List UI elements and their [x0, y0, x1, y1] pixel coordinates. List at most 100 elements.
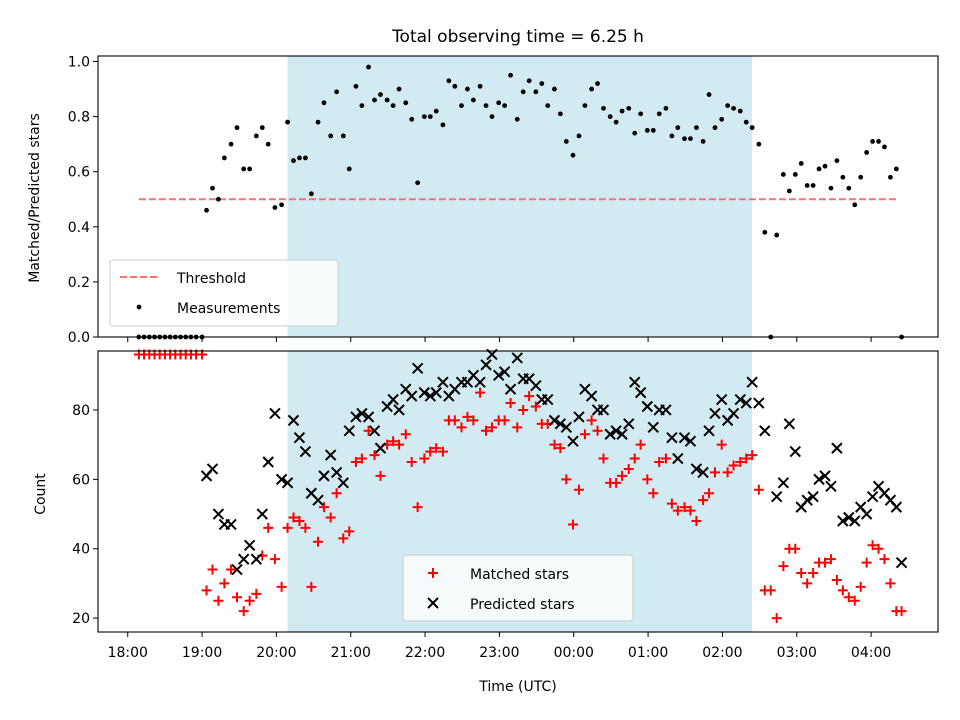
measurement-point — [644, 127, 650, 133]
predicted-star-point — [746, 376, 758, 388]
matched-star-point — [867, 540, 878, 551]
measurement-point — [359, 103, 365, 108]
measurement-point — [396, 86, 402, 92]
predicted-star-point — [548, 414, 561, 427]
matched-star-point — [579, 429, 590, 440]
predicted-star-point — [498, 366, 511, 378]
matched-star-point — [642, 474, 653, 485]
measurement-point — [888, 174, 893, 180]
measurement-point — [601, 105, 606, 111]
measurement-point — [552, 86, 557, 92]
measurement-point — [834, 158, 840, 164]
measurement-point — [279, 202, 285, 208]
y-tick-label: 20 — [72, 611, 90, 627]
predicted-star-point — [231, 563, 243, 576]
measurement-point — [870, 139, 875, 144]
measurement-point — [864, 150, 870, 155]
observing-window-band — [287, 56, 753, 337]
predicted-star-point — [813, 473, 825, 486]
measurement-point — [514, 116, 520, 122]
predicted-star-point — [634, 386, 647, 399]
measurement-point — [798, 161, 804, 166]
measurement-point — [582, 103, 588, 108]
measurement-point — [378, 92, 383, 97]
measurement-point — [353, 83, 359, 89]
matched-star-point — [849, 595, 860, 606]
measurement-point — [557, 111, 563, 117]
matched-star-point — [861, 557, 872, 568]
measurement-point — [265, 141, 271, 147]
matched-star-point — [499, 415, 510, 426]
count-panel: 20 40 60 80 18:00 19:00 20:00 21:00 22:00 23:00 00… — [72, 348, 939, 661]
matched-star-point — [375, 470, 386, 481]
measurement-point — [858, 174, 864, 180]
measurement-point — [340, 133, 346, 139]
measurement-point — [700, 139, 706, 144]
measurement-point — [210, 185, 215, 191]
measurement-point — [786, 188, 792, 194]
legend-predicted-label: Predicted stars — [470, 597, 575, 613]
measurement-point — [749, 125, 755, 131]
measurement-point — [520, 89, 526, 95]
legend-measurements-swatch — [136, 304, 142, 310]
matched-star-point — [573, 484, 584, 495]
measurement-point — [502, 103, 508, 108]
predicted-star-point — [666, 432, 678, 444]
predicted-star-point — [362, 411, 375, 423]
matched-star-point — [238, 606, 249, 617]
axes-frame — [97, 55, 939, 338]
predicted-star-point — [318, 470, 330, 482]
matched-star-point — [660, 453, 671, 464]
measurement-point — [533, 89, 539, 95]
measurement-point — [632, 130, 638, 136]
y-tick-label: 0.4 — [68, 220, 90, 236]
measurement-point — [291, 158, 296, 164]
measurement-point — [508, 72, 513, 78]
measurement-point — [712, 125, 718, 131]
measurement-point — [253, 133, 259, 139]
x-tick-label: 18:00 — [108, 645, 148, 661]
predicted-star-point — [330, 466, 343, 479]
y-tick-label: 1.0 — [68, 55, 90, 71]
matched-star-point — [412, 502, 423, 513]
predicted-star-point — [727, 407, 740, 420]
x-tick-label: 04:00 — [851, 645, 891, 661]
predicted-star-point — [275, 473, 288, 486]
measurement-point — [828, 185, 834, 191]
y-tick-label: 0.0 — [68, 330, 90, 346]
matched-star-point — [879, 554, 890, 565]
matched-star-point — [568, 519, 579, 530]
matched-star-point — [635, 439, 646, 450]
matched-star-point — [716, 439, 727, 450]
predicted-star-point — [849, 515, 861, 527]
matched-star-point — [207, 564, 218, 575]
matched-star-point — [778, 561, 789, 572]
predicted-star-point — [418, 386, 431, 399]
measurement-point — [595, 81, 600, 86]
measurement-point — [489, 114, 495, 120]
measurement-point — [576, 133, 582, 139]
matched-star-point — [331, 488, 342, 499]
matched-star-point — [685, 505, 696, 516]
measurement-point — [756, 141, 762, 147]
measurement-point — [308, 191, 314, 197]
measurement-point — [852, 202, 858, 208]
matched-star-point — [344, 526, 355, 537]
matched-star-point — [276, 581, 287, 592]
predicted-star-point — [860, 508, 873, 520]
predicted-star-point — [783, 418, 796, 430]
x-tick-label: 03:00 — [777, 645, 817, 661]
matched-star-point — [338, 533, 349, 544]
measurement-point — [669, 133, 675, 139]
predicted-star-point — [819, 470, 831, 482]
predicted-star-point — [262, 456, 274, 468]
matched-star-point — [524, 391, 535, 402]
matched-star-point — [300, 522, 311, 533]
predicted-star-point — [660, 404, 672, 416]
matched-star-point — [356, 453, 367, 464]
predicted-star-point — [237, 553, 250, 565]
x-tick-label: 19:00 — [182, 645, 222, 661]
measurement-point — [650, 127, 656, 133]
matched-star-point — [263, 522, 274, 533]
